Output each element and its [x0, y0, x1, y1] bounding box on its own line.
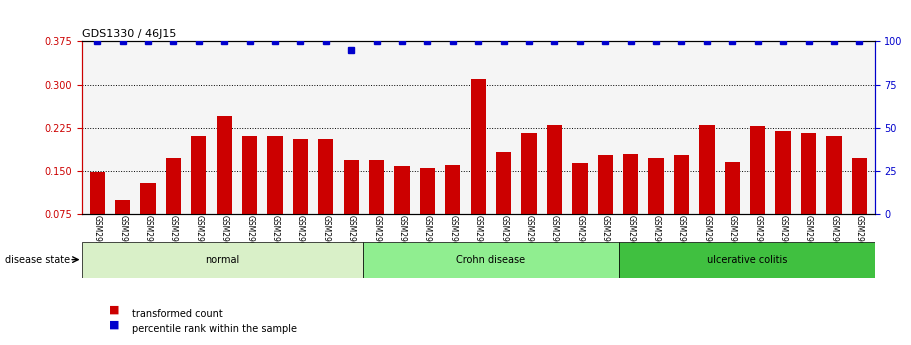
Text: GSM29598: GSM29598	[169, 215, 178, 257]
FancyBboxPatch shape	[619, 241, 875, 278]
Text: GSM29616: GSM29616	[626, 215, 635, 257]
Text: disease state: disease state	[5, 256, 69, 265]
Text: normal: normal	[206, 255, 240, 265]
Text: GSM29611: GSM29611	[499, 215, 508, 257]
Text: GSM29619: GSM29619	[702, 215, 711, 257]
Text: GDS1330 / 46J15: GDS1330 / 46J15	[82, 29, 177, 39]
Text: ulcerative colitis: ulcerative colitis	[707, 255, 787, 265]
Text: GSM29617: GSM29617	[651, 215, 660, 257]
Text: GSM29595: GSM29595	[93, 215, 102, 257]
Bar	[318, 139, 333, 257]
Bar	[572, 163, 588, 257]
Bar	[292, 139, 308, 257]
Bar	[598, 155, 613, 257]
FancyBboxPatch shape	[82, 241, 363, 278]
Bar	[445, 165, 460, 257]
Bar	[343, 160, 359, 257]
Bar	[521, 134, 537, 257]
Bar	[700, 125, 714, 257]
Text: GSM29602: GSM29602	[271, 215, 280, 257]
Text: GSM29607: GSM29607	[397, 215, 406, 257]
Bar	[369, 160, 384, 257]
Text: GSM29596: GSM29596	[118, 215, 128, 257]
Text: GSM29613: GSM29613	[550, 215, 559, 257]
Text: GSM29625: GSM29625	[855, 215, 864, 257]
Bar	[852, 158, 867, 257]
Text: GSM29599: GSM29599	[194, 215, 203, 257]
Bar	[623, 154, 639, 257]
Bar	[217, 116, 232, 257]
Bar	[775, 130, 791, 257]
Bar	[496, 152, 511, 257]
Text: GSM29609: GSM29609	[448, 215, 457, 257]
Bar	[268, 136, 282, 257]
Bar	[420, 168, 435, 257]
Text: GSM29600: GSM29600	[220, 215, 229, 257]
Text: GSM29597: GSM29597	[144, 215, 152, 257]
Bar	[649, 158, 664, 257]
Bar	[471, 79, 486, 257]
Text: GSM29615: GSM29615	[600, 215, 609, 257]
Text: Crohn disease: Crohn disease	[456, 255, 526, 265]
Text: ■: ■	[109, 304, 120, 314]
Bar	[89, 172, 105, 257]
Text: GSM29618: GSM29618	[677, 215, 686, 257]
Bar	[801, 134, 816, 257]
FancyBboxPatch shape	[363, 241, 619, 278]
Text: percentile rank within the sample: percentile rank within the sample	[132, 325, 297, 334]
Text: transformed count: transformed count	[132, 309, 223, 319]
Bar	[826, 136, 842, 257]
Bar	[242, 136, 257, 257]
Text: GSM29604: GSM29604	[322, 215, 331, 257]
Text: GSM29624: GSM29624	[829, 215, 838, 257]
Bar	[724, 162, 740, 257]
Text: GSM29610: GSM29610	[474, 215, 483, 257]
Text: GSM29623: GSM29623	[804, 215, 813, 257]
Text: GSM29608: GSM29608	[423, 215, 432, 257]
Bar	[547, 125, 562, 257]
Bar	[115, 199, 130, 257]
Bar	[140, 184, 156, 257]
Bar	[166, 158, 181, 257]
Text: GSM29622: GSM29622	[779, 215, 788, 257]
Text: GSM29605: GSM29605	[347, 215, 356, 257]
Text: GSM29601: GSM29601	[245, 215, 254, 257]
Text: GSM29614: GSM29614	[576, 215, 584, 257]
Bar	[191, 136, 207, 257]
Text: ■: ■	[109, 320, 120, 330]
Bar	[394, 166, 410, 257]
Text: GSM29612: GSM29612	[525, 215, 534, 257]
Bar	[750, 126, 765, 257]
Bar	[674, 155, 689, 257]
Text: GSM29621: GSM29621	[753, 215, 763, 257]
Text: GSM29620: GSM29620	[728, 215, 737, 257]
Text: GSM29603: GSM29603	[296, 215, 305, 257]
Text: GSM29606: GSM29606	[373, 215, 381, 257]
